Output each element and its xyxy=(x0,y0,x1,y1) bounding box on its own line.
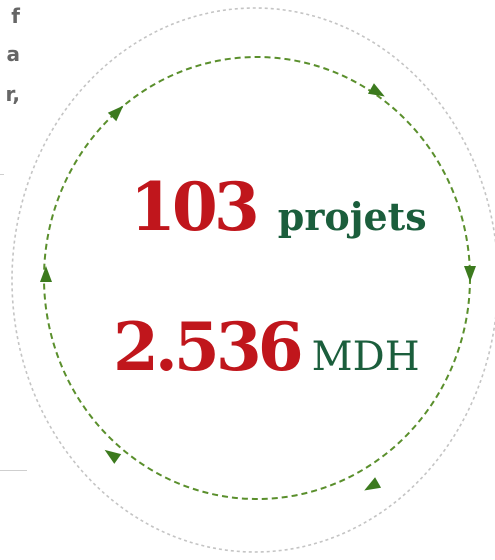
inner-dashed-ring xyxy=(43,56,471,500)
clockwise-arrow-icon xyxy=(464,266,476,282)
clockwise-arrow-icon xyxy=(40,266,52,282)
projects-unit: projets xyxy=(277,194,427,239)
projects-count: 103 xyxy=(130,168,260,246)
clockwise-arrow-icon xyxy=(104,449,122,464)
divider xyxy=(0,174,4,175)
divider xyxy=(0,470,27,471)
cropped-text-fragment: a xyxy=(6,42,21,66)
projects-stat: 103 projets xyxy=(130,168,427,246)
budget-amount: 2.536 xyxy=(113,308,304,386)
clockwise-arrow-icon xyxy=(367,83,385,97)
budget-unit: MDH xyxy=(311,334,420,380)
clockwise-arrow-icon xyxy=(364,477,382,491)
budget-stat: 2.536 MDH xyxy=(113,308,420,386)
cropped-text-fragment: r, xyxy=(5,82,20,106)
outer-dotted-ring xyxy=(11,7,495,553)
cropped-text-fragment: f xyxy=(11,4,20,28)
clockwise-arrow-icon xyxy=(107,105,124,122)
